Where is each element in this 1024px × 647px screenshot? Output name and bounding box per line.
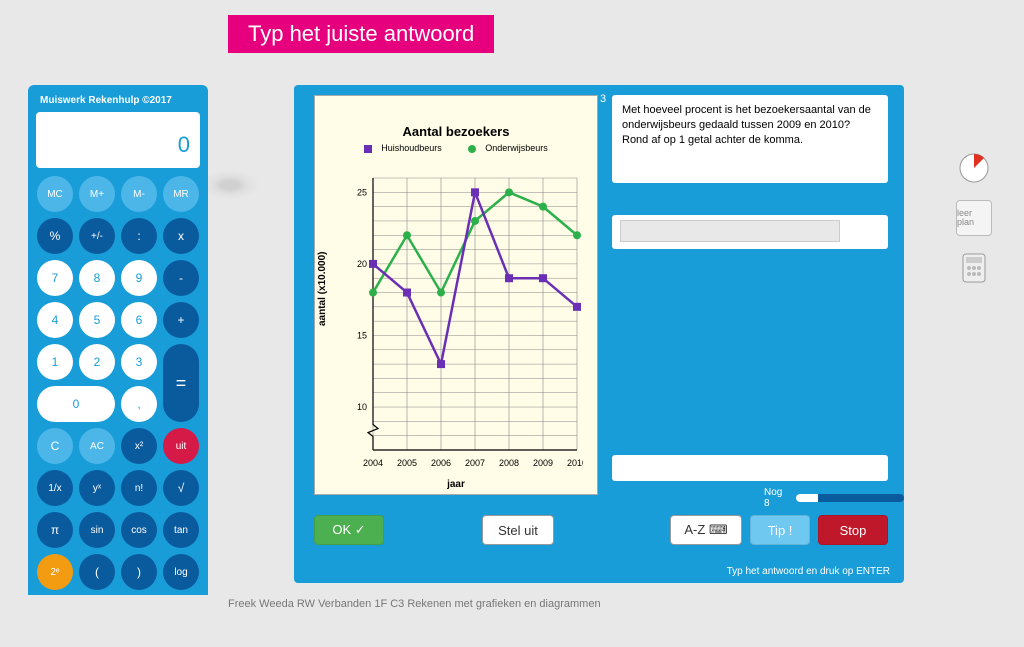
- digit-5-button[interactable]: 5: [79, 302, 115, 338]
- digit-6-button[interactable]: 6: [121, 302, 157, 338]
- divide-button[interactable]: :: [121, 218, 157, 254]
- background-decoration: [200, 170, 260, 200]
- svg-text:2009: 2009: [533, 458, 553, 468]
- power-button[interactable]: yˣ: [79, 470, 115, 506]
- calculator-title: Muiswerk Rekenhulp ©2017: [36, 91, 200, 112]
- equals-button[interactable]: =: [163, 344, 199, 422]
- clear-button[interactable]: C: [37, 428, 73, 464]
- answer-container: [612, 215, 888, 249]
- minus-button[interactable]: -: [163, 260, 199, 296]
- calculator-icon[interactable]: [956, 250, 992, 286]
- tan-button[interactable]: tan: [163, 512, 199, 548]
- chart-title: Aantal bezoekers: [315, 124, 597, 139]
- plus-button[interactable]: +: [163, 302, 199, 338]
- svg-text:2008: 2008: [499, 458, 519, 468]
- mplus-button[interactable]: M+: [79, 176, 115, 212]
- factorial-button[interactable]: n!: [121, 470, 157, 506]
- timer-icon[interactable]: [956, 150, 992, 186]
- progress-indicator: Nog 8: [764, 487, 904, 509]
- calculator-panel: Muiswerk Rekenhulp ©2017 0 MC M+ M- MR %…: [28, 85, 208, 595]
- plusminus-button[interactable]: +/-: [79, 218, 115, 254]
- feedback-box: [612, 455, 888, 481]
- question-text: Met hoeveel procent is het bezoekersaant…: [612, 95, 888, 183]
- pi-button[interactable]: π: [37, 512, 73, 548]
- chart-plot: 200420052006200720082009201010152025: [337, 172, 583, 480]
- digit-1-button[interactable]: 1: [37, 344, 73, 380]
- chart-xlabel: jaar: [315, 479, 597, 490]
- hint-text: Typ het antwoord en druk op ENTER: [727, 566, 890, 577]
- answer-input[interactable]: [620, 220, 840, 242]
- rparen-button[interactable]: ): [121, 554, 157, 590]
- mr-button[interactable]: MR: [163, 176, 199, 212]
- cos-button[interactable]: cos: [121, 512, 157, 548]
- digit-9-button[interactable]: 9: [121, 260, 157, 296]
- comma-button[interactable]: ,: [121, 386, 157, 422]
- chart-ylabel: aantal (x10.000): [317, 252, 328, 327]
- sqrt-button[interactable]: √: [163, 470, 199, 506]
- stop-button[interactable]: Stop: [818, 515, 888, 545]
- progress-bar: [796, 494, 904, 502]
- svg-text:2004: 2004: [363, 458, 383, 468]
- exercise-panel: Aantal bezoekers Huishoudbeurs Onderwijs…: [294, 85, 904, 583]
- postpone-button[interactable]: Stel uit: [482, 515, 554, 545]
- svg-text:25: 25: [357, 187, 367, 197]
- log-button[interactable]: log: [163, 554, 199, 590]
- multiply-button[interactable]: x: [163, 218, 199, 254]
- digit-4-button[interactable]: 4: [37, 302, 73, 338]
- digit-7-button[interactable]: 7: [37, 260, 73, 296]
- calculator-keypad: MC M+ M- MR % +/- : x 7 8 9 - 4 5 6 + 1 …: [36, 176, 200, 590]
- legend-series1: Huishoudbeurs: [358, 143, 448, 153]
- svg-text:20: 20: [357, 259, 367, 269]
- progress-fill: [796, 494, 818, 502]
- svg-text:15: 15: [357, 330, 367, 340]
- chart-legend: Huishoudbeurs Onderwijsbeurs: [315, 143, 597, 153]
- svg-text:10: 10: [357, 402, 367, 412]
- digit-8-button[interactable]: 8: [79, 260, 115, 296]
- sin-button[interactable]: sin: [79, 512, 115, 548]
- digit-0-button[interactable]: 0: [37, 386, 115, 422]
- off-button[interactable]: uit: [163, 428, 199, 464]
- progress-label: Nog 8: [764, 487, 790, 509]
- svg-text:2010: 2010: [567, 458, 583, 468]
- second-button[interactable]: 2ᵉ: [37, 554, 73, 590]
- svg-text:2007: 2007: [465, 458, 485, 468]
- tip-button[interactable]: Tip !: [750, 515, 810, 545]
- allclear-button[interactable]: AC: [79, 428, 115, 464]
- side-toolbar: leer plan: [956, 150, 996, 300]
- reciprocal-button[interactable]: 1/x: [37, 470, 73, 506]
- chart-container: Aantal bezoekers Huishoudbeurs Onderwijs…: [314, 95, 598, 495]
- digit-3-button[interactable]: 3: [121, 344, 157, 380]
- mc-button[interactable]: MC: [37, 176, 73, 212]
- instruction-banner: Typ het juiste antwoord: [228, 15, 494, 53]
- svg-text:2005: 2005: [397, 458, 417, 468]
- legend-series2: Onderwijsbeurs: [462, 143, 554, 153]
- keyboard-button[interactable]: A-Z ⌨: [670, 515, 742, 545]
- svg-text:2006: 2006: [431, 458, 451, 468]
- question-number: 3: [600, 93, 606, 105]
- percent-button[interactable]: %: [37, 218, 73, 254]
- mminus-button[interactable]: M-: [121, 176, 157, 212]
- lparen-button[interactable]: (: [79, 554, 115, 590]
- footer-breadcrumb: Freek Weeda RW Verbanden 1F C3 Rekenen m…: [228, 598, 601, 610]
- calculator-display: 0: [36, 112, 200, 168]
- digit-2-button[interactable]: 2: [79, 344, 115, 380]
- square-button[interactable]: x²: [121, 428, 157, 464]
- ok-button[interactable]: OK ✓: [314, 515, 384, 545]
- leerplan-icon[interactable]: leer plan: [956, 200, 992, 236]
